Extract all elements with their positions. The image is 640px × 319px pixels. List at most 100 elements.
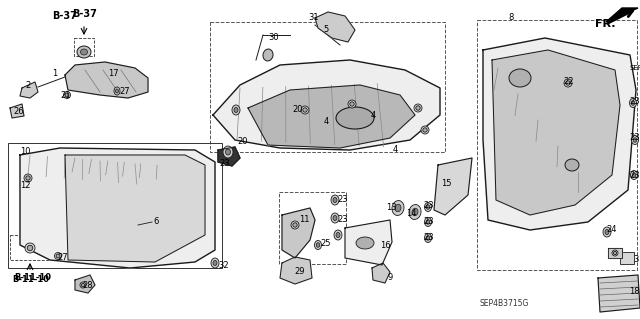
Circle shape	[416, 106, 420, 110]
Ellipse shape	[234, 108, 238, 113]
Polygon shape	[213, 60, 440, 150]
Text: 12: 12	[20, 181, 31, 189]
Polygon shape	[10, 104, 24, 118]
Polygon shape	[218, 147, 240, 166]
Polygon shape	[280, 257, 312, 284]
Text: 30: 30	[268, 33, 278, 42]
Ellipse shape	[633, 138, 637, 142]
Polygon shape	[434, 158, 472, 215]
Ellipse shape	[77, 46, 91, 58]
Text: 23: 23	[629, 170, 639, 180]
Circle shape	[348, 100, 356, 108]
Ellipse shape	[314, 241, 321, 249]
Polygon shape	[606, 8, 638, 22]
Circle shape	[414, 104, 422, 112]
Text: 15: 15	[441, 180, 451, 189]
Text: 23: 23	[219, 159, 230, 167]
Circle shape	[56, 254, 60, 258]
Polygon shape	[248, 85, 415, 148]
Text: SEP4B3715G: SEP4B3715G	[480, 299, 529, 308]
Ellipse shape	[392, 201, 404, 215]
Ellipse shape	[316, 243, 320, 247]
Text: B-37: B-37	[72, 9, 97, 19]
Ellipse shape	[565, 159, 579, 171]
Ellipse shape	[630, 99, 637, 108]
Text: 9: 9	[387, 273, 392, 283]
Ellipse shape	[232, 105, 240, 115]
Ellipse shape	[334, 230, 342, 240]
Text: 29: 29	[294, 268, 305, 277]
Polygon shape	[20, 148, 215, 268]
Ellipse shape	[81, 49, 88, 55]
Circle shape	[612, 250, 618, 256]
Ellipse shape	[395, 204, 401, 212]
Text: 4: 4	[371, 112, 376, 121]
Ellipse shape	[603, 227, 611, 237]
Polygon shape	[598, 275, 640, 312]
Ellipse shape	[213, 261, 217, 265]
Text: 2: 2	[25, 81, 30, 91]
Circle shape	[350, 102, 354, 106]
Bar	[210, 22, 445, 152]
Ellipse shape	[263, 49, 273, 61]
Text: 23: 23	[423, 217, 434, 226]
Text: 1: 1	[52, 70, 57, 78]
Ellipse shape	[331, 195, 339, 205]
Ellipse shape	[333, 216, 337, 220]
Circle shape	[25, 243, 35, 253]
Circle shape	[566, 81, 570, 85]
Polygon shape	[483, 38, 636, 230]
Text: 5: 5	[323, 25, 328, 33]
Polygon shape	[372, 263, 390, 283]
Bar	[620, 252, 634, 264]
Text: 27: 27	[119, 87, 130, 97]
Ellipse shape	[605, 229, 609, 234]
Polygon shape	[608, 248, 622, 258]
Circle shape	[423, 128, 428, 132]
Text: 13: 13	[386, 203, 397, 211]
Text: 25: 25	[320, 239, 330, 248]
Text: 21: 21	[60, 91, 70, 100]
Bar	[8, 143, 222, 268]
Text: 16: 16	[380, 241, 390, 250]
Ellipse shape	[426, 236, 429, 240]
Circle shape	[613, 251, 617, 255]
Ellipse shape	[115, 89, 118, 93]
Text: 27: 27	[57, 253, 68, 262]
Ellipse shape	[223, 146, 233, 158]
Polygon shape	[315, 12, 355, 42]
Circle shape	[28, 245, 33, 251]
Ellipse shape	[632, 173, 636, 177]
Circle shape	[421, 126, 429, 134]
Circle shape	[24, 174, 32, 182]
Circle shape	[293, 223, 297, 227]
Ellipse shape	[211, 258, 219, 268]
Text: 17: 17	[108, 69, 118, 78]
Text: 28: 28	[82, 281, 93, 291]
Text: FR.: FR.	[595, 19, 616, 29]
Circle shape	[81, 283, 84, 287]
Circle shape	[54, 253, 61, 259]
Text: 23: 23	[423, 202, 434, 211]
Text: 20: 20	[292, 105, 303, 114]
Ellipse shape	[356, 237, 374, 249]
Text: 8: 8	[508, 12, 513, 21]
Polygon shape	[65, 155, 205, 262]
Text: 4: 4	[393, 145, 398, 154]
Ellipse shape	[409, 204, 421, 219]
Bar	[10, 235, 50, 260]
Text: SEP4B3715G: SEP4B3715G	[630, 65, 640, 71]
Circle shape	[26, 176, 30, 180]
Polygon shape	[492, 50, 620, 215]
Polygon shape	[282, 208, 315, 258]
Text: 3: 3	[633, 255, 638, 263]
Ellipse shape	[424, 234, 431, 242]
Text: 11: 11	[299, 216, 310, 225]
Ellipse shape	[631, 101, 635, 105]
Ellipse shape	[114, 87, 120, 95]
Text: 23: 23	[337, 216, 348, 225]
Text: 31: 31	[308, 13, 319, 23]
Ellipse shape	[424, 203, 431, 211]
Text: 22: 22	[563, 78, 573, 86]
Bar	[279, 192, 346, 264]
